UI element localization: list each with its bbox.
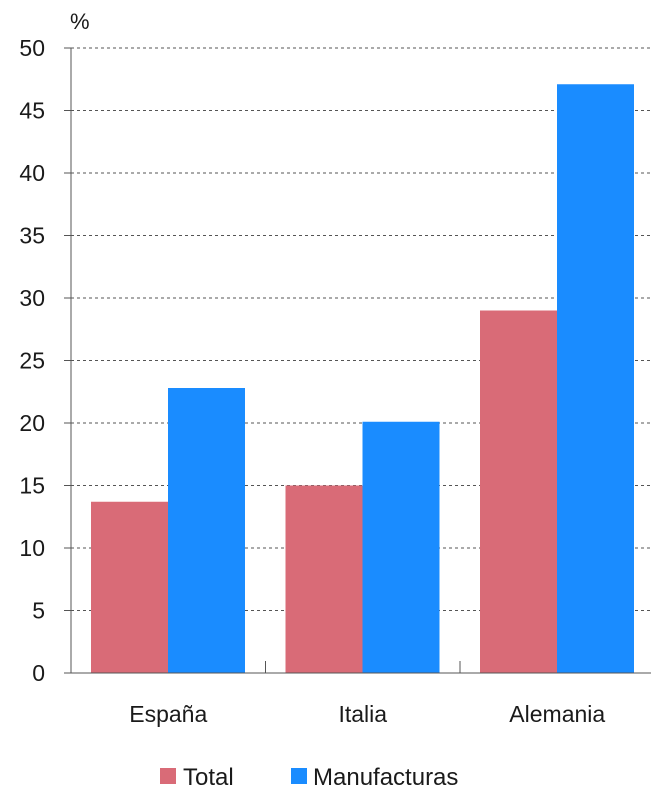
y-tick-label: 40 (19, 160, 45, 186)
y-tick-label: 25 (19, 348, 45, 374)
bar-manufacturas-0 (168, 388, 245, 673)
y-tick-label: 15 (19, 473, 45, 499)
legend-swatch-manufacturas (291, 768, 307, 784)
y-tick-label: 50 (19, 35, 45, 61)
legend: Total Manufacturas (160, 764, 458, 791)
y-tick-label: 30 (19, 285, 45, 311)
y-tick-label: 5 (32, 598, 45, 624)
bars (91, 84, 634, 673)
bar-total-2 (480, 310, 557, 673)
bar-total-0 (91, 501, 168, 673)
x-tick-label: España (129, 701, 207, 727)
x-tick-label: Alemania (509, 701, 605, 727)
y-tick-labels: 0 5 10 15 20 25 30 35 40 45 50 (19, 35, 45, 686)
legend-label-manufacturas: Manufacturas (313, 764, 458, 791)
legend-swatch-total (160, 768, 176, 784)
bar-total-1 (285, 485, 363, 673)
y-tick-label: 45 (19, 98, 45, 124)
y-unit-label: % (70, 9, 90, 34)
y-tick-label: 35 (19, 223, 45, 249)
x-tick-label: Italia (338, 701, 387, 727)
legend-label-total: Total (183, 764, 234, 791)
x-tick-labels: España Italia Alemania (129, 701, 605, 727)
bar-manufacturas-1 (362, 421, 440, 673)
axes (64, 47, 651, 674)
y-tick-label: 20 (19, 410, 45, 436)
y-tick-label: 0 (32, 660, 45, 686)
y-tick-label: 10 (19, 535, 45, 561)
bar-manufacturas-2 (557, 84, 634, 673)
